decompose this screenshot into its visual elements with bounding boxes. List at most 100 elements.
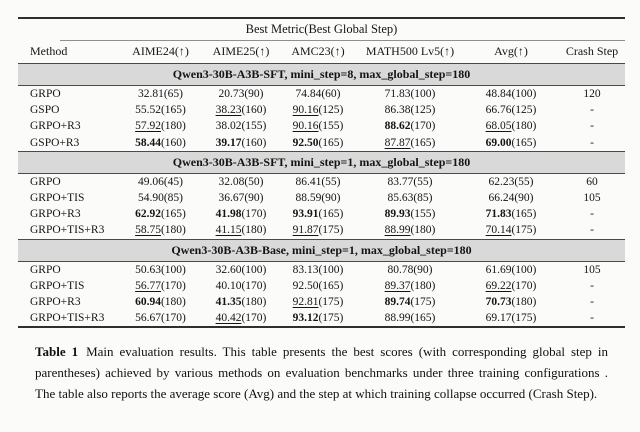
score-value: 41.98	[215, 208, 242, 221]
method-cell: GRPO+R3	[30, 295, 81, 308]
method-cell: GRPO	[30, 263, 61, 276]
score-cell: 88.62(170)	[357, 118, 463, 134]
best-step-value: (170)	[241, 208, 267, 221]
score-cell: 71.83(100)	[357, 86, 463, 103]
score-cell: 55.52(165)	[118, 102, 203, 118]
best-step-value: (45)	[163, 175, 184, 188]
score-cell: 70.14(175)	[463, 222, 559, 239]
crash-step-cell: 105	[583, 263, 601, 276]
results-table: Best Metric(Best Global Step) Method AIME…	[18, 17, 626, 329]
crash-step-cell: 105	[583, 192, 601, 205]
score-cell: 68.05(180)	[463, 118, 559, 134]
best-step-value: (180)	[410, 279, 436, 292]
crash-step-cell: -	[590, 279, 594, 292]
score-cell: 20.73(90)	[203, 86, 279, 103]
score-value: 61.69	[485, 263, 512, 276]
best-step-value: (180)	[241, 295, 267, 308]
table-row: GRPO 50.63(100) 32.60(100) 83.13(100) 80.78(…	[18, 261, 625, 278]
best-step-value: (85)	[413, 192, 433, 205]
method-cell: GSPO+R3	[30, 136, 80, 149]
score-cell: 87.87(165)	[357, 135, 463, 152]
results-table-body: Qwen3-30B-A3B-SFT, mini_step=8, max_glob…	[18, 63, 626, 328]
best-step-value: (175)	[511, 312, 537, 325]
best-step-value: (180)	[410, 224, 436, 237]
score-cell: 41.98(170)	[203, 206, 279, 222]
score-cell: 86.38(125)	[357, 102, 463, 118]
best-step-value: (160)	[241, 136, 267, 149]
best-step-value: (90)	[244, 88, 264, 101]
score-value: 70.14	[485, 224, 512, 237]
score-value: 83.77	[387, 175, 414, 188]
best-step-value: (175)	[318, 312, 344, 325]
best-step-value: (165)	[318, 208, 344, 221]
score-value: 58.44	[135, 136, 161, 149]
table-row: GRPO+R3 57.92(180) 38.02(155) 90.16(155) 88.…	[18, 118, 625, 134]
score-cell: 58.44(160)	[118, 135, 203, 152]
score-value: 88.99	[384, 312, 411, 325]
method-cell: GRPO+R3	[30, 208, 81, 221]
span-header: Best Metric(Best Global Step)	[245, 22, 398, 36]
score-cell: 41.35(180)	[203, 294, 279, 310]
score-cell: 88.99(165)	[357, 310, 463, 327]
section-title: Qwen3-30B-A3B-SFT, mini_step=8, max_glob…	[18, 63, 626, 86]
best-step-value: (65)	[163, 88, 184, 101]
score-value: 56.67	[135, 312, 161, 325]
score-value: 87.87	[384, 136, 411, 149]
column-header-method: Method	[18, 40, 118, 64]
score-value: 32.08	[218, 175, 245, 188]
best-step-value: (165)	[160, 208, 186, 221]
score-value: 36.67	[218, 192, 245, 205]
best-step-value: (180)	[160, 295, 186, 308]
score-value: 69.22	[485, 279, 512, 292]
best-step-value: (125)	[318, 104, 344, 117]
score-cell: 40.10(170)	[203, 278, 279, 294]
best-step-value: (165)	[318, 279, 344, 292]
score-value: 91.87	[292, 224, 319, 237]
score-value: 92.81	[292, 295, 319, 308]
results-table-wrap: Best Metric(Best Global Step) Method AIME…	[18, 17, 626, 329]
table-row: GSPO+R3 58.44(160) 39.17(160) 92.50(165) 87.…	[18, 135, 625, 152]
score-value: 56.77	[135, 279, 161, 292]
score-cell: 36.67(90)	[203, 190, 279, 206]
score-value: 70.73	[485, 295, 512, 308]
score-cell: 88.59(90)	[279, 190, 357, 206]
score-value: 48.84	[485, 88, 512, 101]
score-value: 20.73	[218, 88, 245, 101]
score-cell: 32.60(100)	[203, 261, 279, 278]
caption-text: Main evaluation results. This table pres…	[35, 344, 609, 401]
table-row: GRPO+R3 62.92(165) 41.98(170) 93.91(165) 89.…	[18, 206, 625, 222]
score-cell: 83.77(55)	[357, 173, 463, 190]
score-cell: 88.99(180)	[357, 222, 463, 239]
score-value: 39.17	[215, 136, 242, 149]
best-step-value: (170)	[160, 312, 186, 325]
table-row: GRPO+TIS 56.77(170) 40.10(170) 92.50(165) 89…	[18, 278, 625, 294]
score-value: 40.42	[215, 312, 242, 325]
score-value: 86.38	[384, 104, 411, 117]
table-row: GRPO 49.06(45) 32.08(50) 86.41(55) 83.77(55)…	[18, 173, 625, 190]
best-step-value: (125)	[410, 104, 436, 117]
score-cell: 54.90(85)	[118, 190, 203, 206]
score-value: 89.93	[384, 208, 411, 221]
table-row: GRPO+R3 60.94(180) 41.35(180) 92.81(175) 89.…	[18, 294, 625, 310]
score-cell: 93.12(175)	[279, 310, 357, 327]
score-value: 93.12	[292, 312, 319, 325]
score-cell: 89.93(155)	[357, 206, 463, 222]
best-step-value: (125)	[511, 104, 537, 117]
method-cell: GRPO+R3	[30, 120, 81, 133]
score-cell: 89.37(180)	[357, 278, 463, 294]
score-cell: 40.42(170)	[203, 310, 279, 327]
best-step-value: (60)	[321, 88, 341, 101]
crash-step-cell: 120	[583, 88, 601, 101]
best-step-value: (155)	[241, 120, 267, 133]
best-step-value: (160)	[241, 104, 267, 117]
score-cell: 80.78(90)	[357, 261, 463, 278]
score-value: 50.63	[135, 263, 161, 276]
score-value: 66.24	[488, 192, 515, 205]
score-cell: 56.77(170)	[118, 278, 203, 294]
column-header-amc23: AMC23(↑)	[279, 40, 357, 64]
score-value: 90.16	[292, 104, 319, 117]
score-cell: 70.73(180)	[463, 294, 559, 310]
crash-step-cell: -	[590, 208, 594, 221]
score-cell: 50.63(100)	[118, 261, 203, 278]
score-value: 68.05	[485, 120, 512, 133]
